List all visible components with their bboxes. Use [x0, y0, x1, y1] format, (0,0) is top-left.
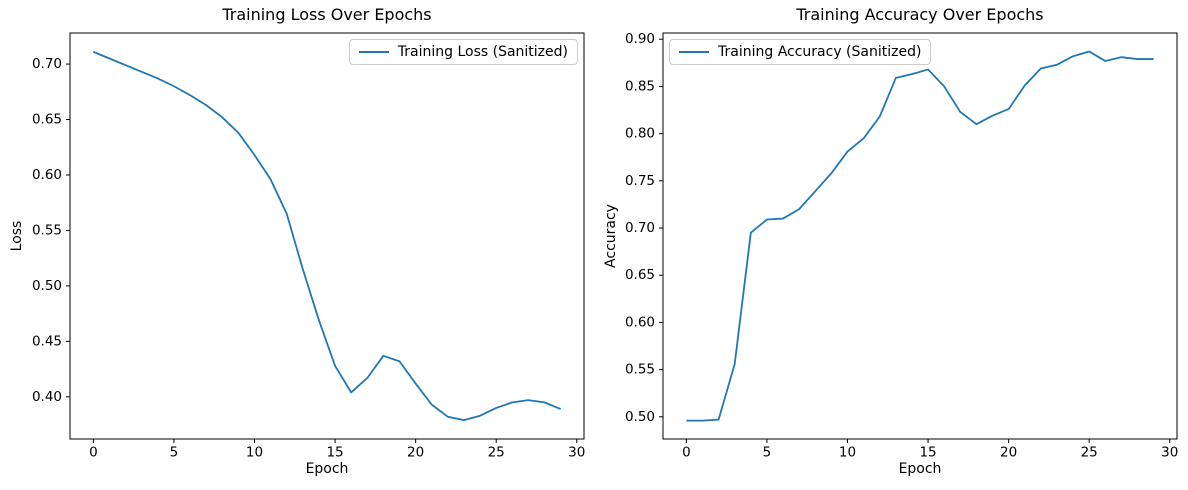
y-tick-label: 0.60 — [32, 167, 62, 183]
y-tick-label: 0.80 — [625, 126, 655, 142]
y-tick-label: 0.90 — [625, 31, 655, 47]
x-tick-label: 25 — [488, 445, 505, 461]
x-tick-label: 30 — [1161, 445, 1178, 461]
y-tick-label: 0.45 — [32, 333, 62, 349]
legend-label: Training Accuracy (Sanitized) — [718, 44, 922, 60]
loss-plot-area: 0 5 10 15 20 25 30 0.40 0.45 0.50 0.55 0.60 0.65 0.70 — [32, 32, 585, 461]
y-tick-label: 0.70 — [32, 56, 62, 72]
y-tick-label: 0.85 — [625, 78, 655, 94]
x-tick-label: 20 — [1000, 445, 1017, 461]
y-tick-label: 0.50 — [32, 278, 62, 294]
legend-label: Training Loss (Sanitized) — [397, 44, 568, 60]
x-tick-label: 15 — [919, 445, 936, 461]
loss-chart: 0 5 10 15 20 25 30 0.40 0.45 0.50 0.55 0.60 0.65 0.70… — [9, 5, 585, 477]
x-tick-label: 30 — [568, 445, 585, 461]
x-tick-label: 5 — [763, 445, 772, 461]
loss-x-axis-label: Epoch — [305, 461, 349, 477]
y-tick-label: 0.70 — [625, 220, 655, 236]
x-tick-label: 5 — [170, 445, 179, 461]
accuracy-legend: Training Accuracy (Sanitized) — [669, 39, 932, 65]
accuracy-plot-area: 0 5 10 15 20 25 30 0.50 0.55 0.60 0.65 0.70 0.75 0.80… — [625, 31, 1178, 461]
axes-frame — [662, 32, 1178, 440]
legend-line-swatch — [358, 51, 389, 53]
x-tick-label: 25 — [1081, 445, 1098, 461]
x-tick-label: 20 — [407, 445, 424, 461]
loss-legend: Training Loss (Sanitized) — [348, 39, 578, 65]
y-tick-label: 0.40 — [32, 389, 62, 405]
accuracy-chart-title: Training Accuracy Over Epochs — [796, 5, 1044, 24]
x-tick-label: 10 — [839, 445, 856, 461]
legend-line-swatch — [679, 51, 709, 53]
loss-y-axis-label: Loss — [9, 220, 25, 252]
series-line — [686, 50, 1154, 422]
loss-chart-title: Training Loss Over Epochs — [222, 5, 432, 24]
axes-frame — [69, 32, 585, 440]
series-line — [93, 51, 561, 422]
accuracy-x-axis-label: Epoch — [898, 461, 942, 477]
y-tick-label: 0.60 — [625, 314, 655, 330]
y-tick-label: 0.55 — [625, 362, 655, 378]
x-tick-label: 0 — [89, 445, 98, 461]
y-tick-label: 0.65 — [625, 267, 655, 283]
y-tick-label: 0.50 — [625, 409, 655, 425]
accuracy-chart: 0 5 10 15 20 25 30 0.50 0.55 0.60 0.65 0.70 0.75 0.80… — [594, 0, 1188, 490]
x-tick-label: 10 — [246, 445, 263, 461]
y-tick-label: 0.55 — [32, 222, 62, 238]
accuracy-y-axis-label: Accuracy — [603, 204, 619, 268]
y-tick-label: 0.65 — [32, 112, 62, 128]
x-tick-label: 0 — [682, 445, 691, 461]
y-tick-label: 0.75 — [625, 173, 655, 189]
x-tick-label: 15 — [326, 445, 343, 461]
